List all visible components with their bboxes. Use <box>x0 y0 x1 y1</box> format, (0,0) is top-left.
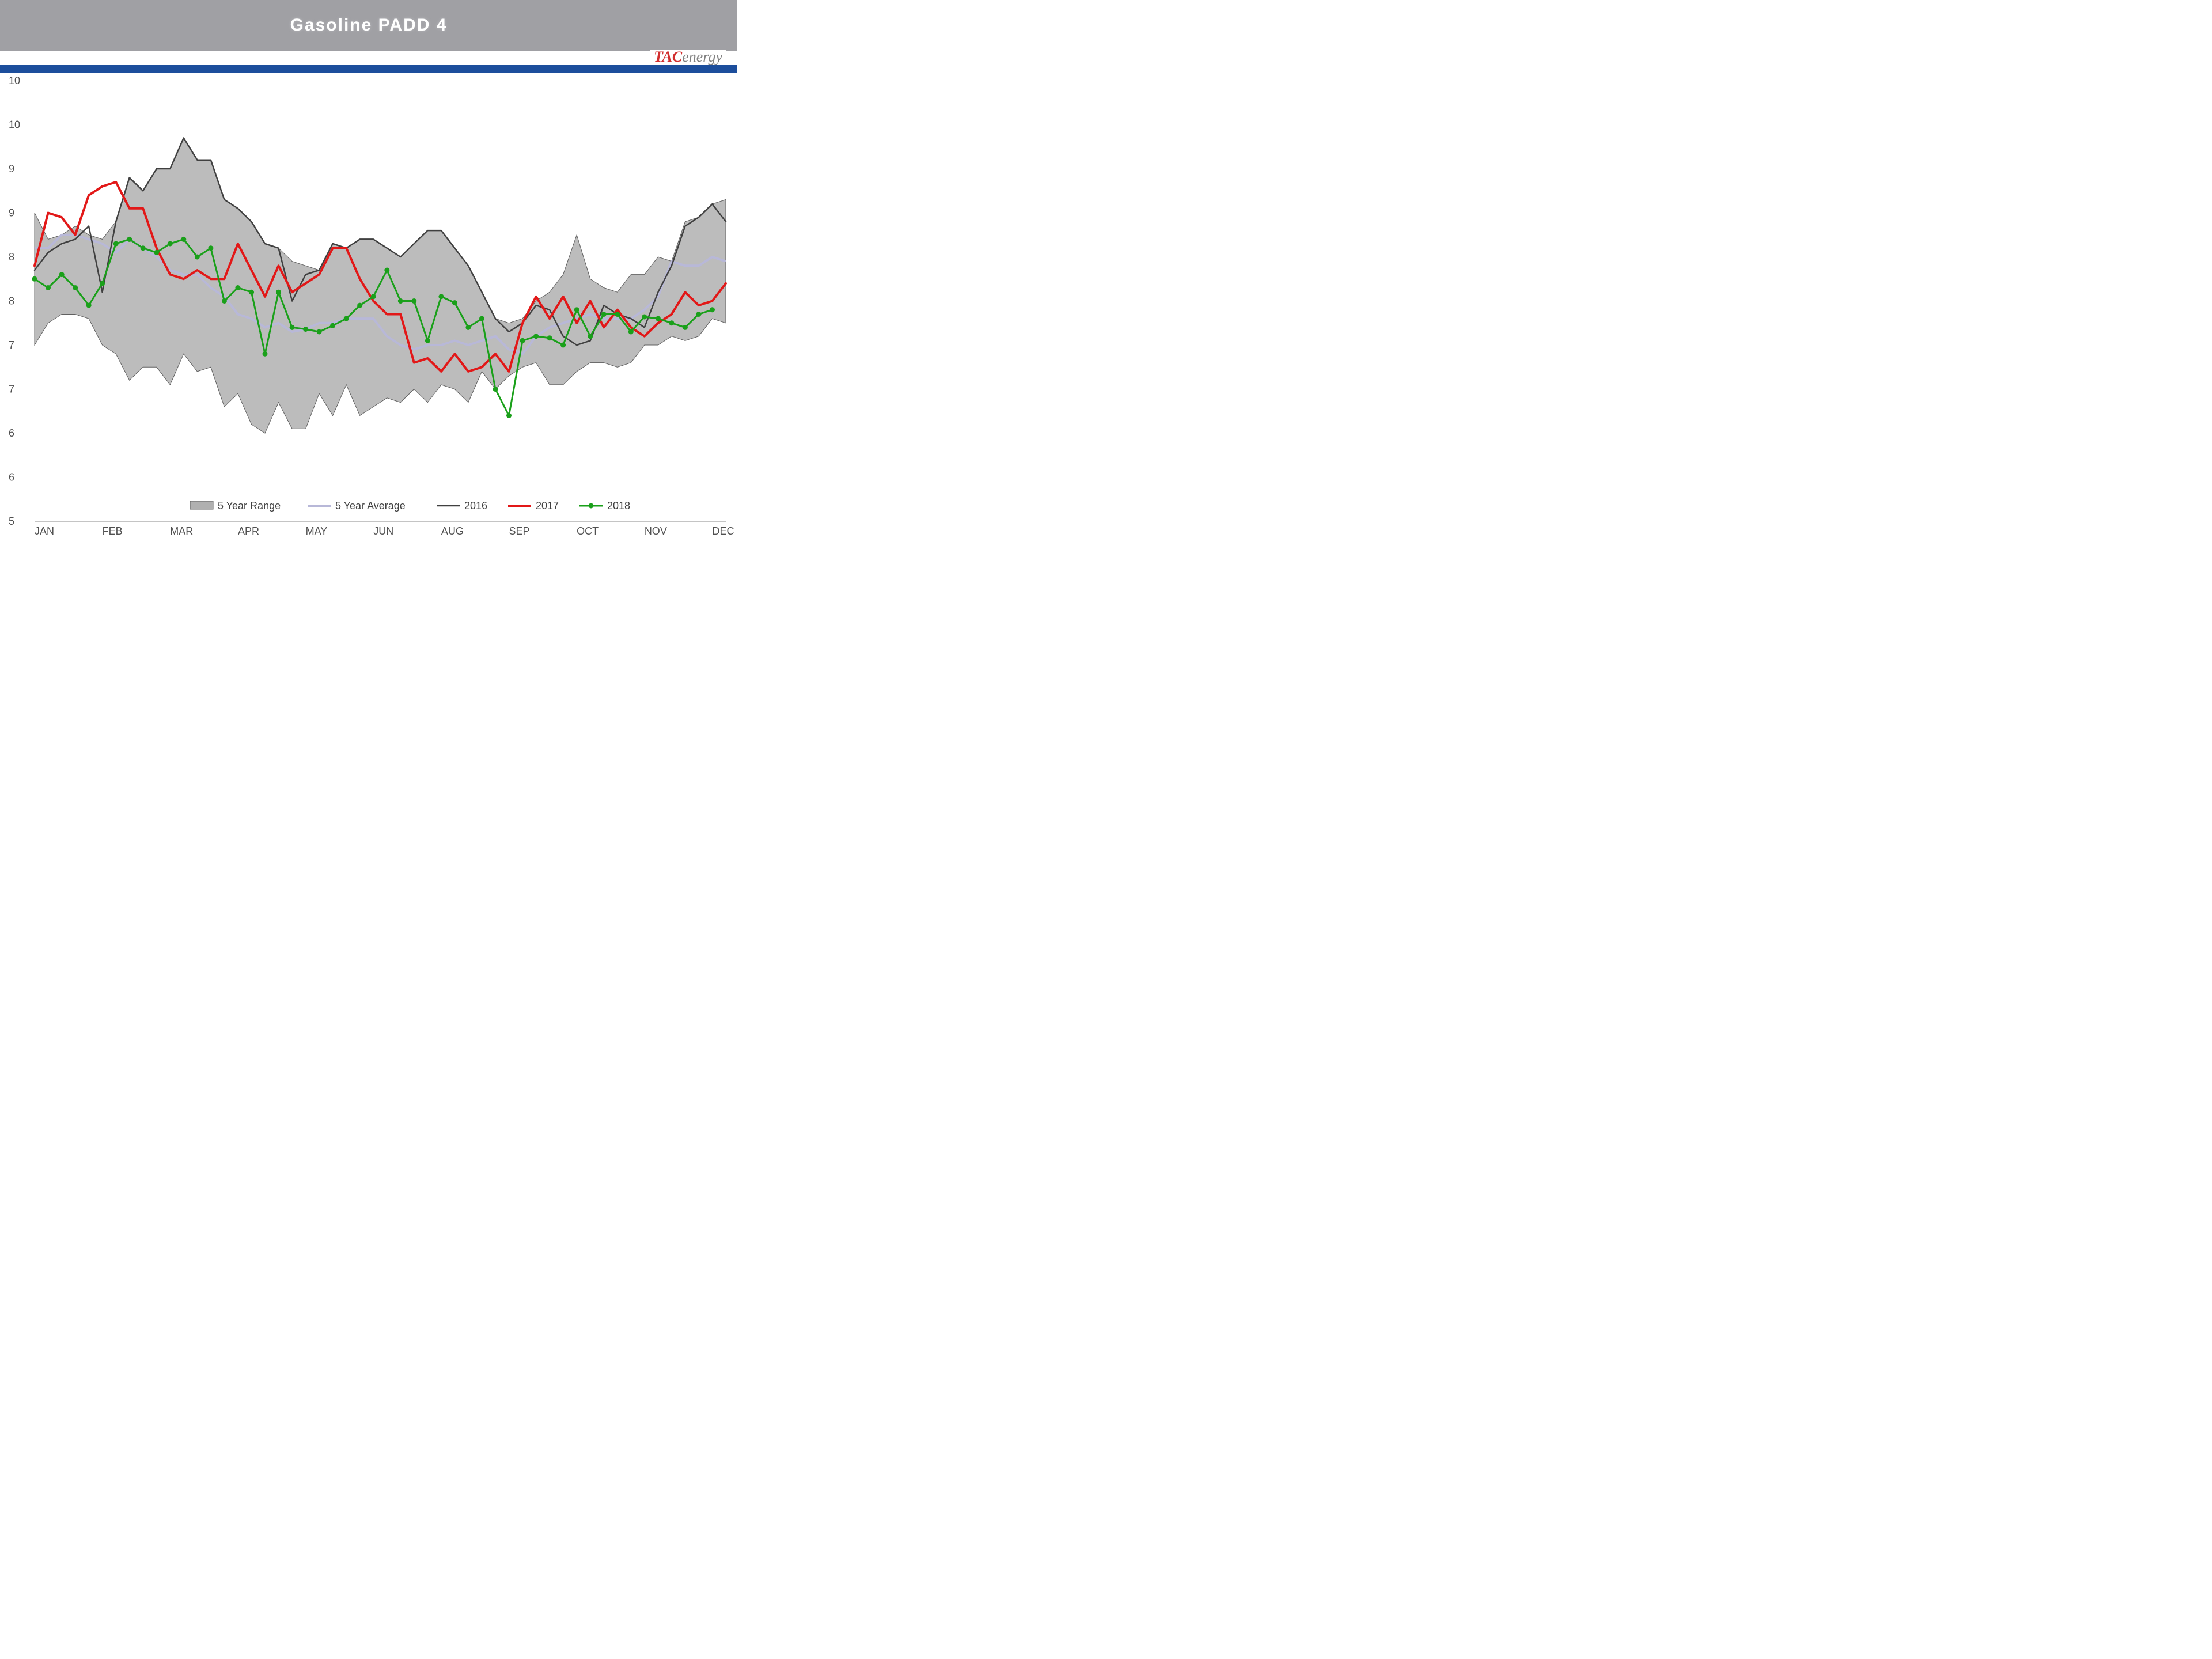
y-tick-label: 7 <box>9 384 14 395</box>
series-2018-marker <box>263 351 268 357</box>
y-tick-label: 7 <box>9 339 14 351</box>
legend-range-label: 5 Year Range <box>218 500 281 512</box>
series-2018-marker <box>588 334 593 339</box>
series-2018-marker <box>506 413 512 418</box>
y-tick-label: 9 <box>9 207 14 219</box>
series-2018-marker <box>438 294 444 299</box>
five-year-range-area <box>35 138 726 434</box>
x-tick-label: NOV <box>645 525 667 537</box>
line-chart: 5 6 6 7 7 8 8 9 9 10 10 JAN FEB MAR APR MAY JUN AUG SEP OCT… <box>0 0 737 553</box>
series-2018-marker <box>303 327 308 332</box>
legend-2018-marker <box>589 503 594 509</box>
series-2018-marker <box>411 298 416 304</box>
series-2018-marker <box>73 285 78 290</box>
x-tick-label: DEC <box>712 525 734 537</box>
x-tick-label: JAN <box>35 525 54 537</box>
series-2018-marker <box>642 315 647 320</box>
series-2018-marker <box>710 307 715 312</box>
y-tick-label: 8 <box>9 251 14 263</box>
series-2018-marker <box>465 325 471 330</box>
series-2018-marker <box>168 241 173 247</box>
y-tick-label: 6 <box>9 427 14 439</box>
chart-title-bar: Gasoline PADD 4 <box>0 0 737 51</box>
series-2018-marker <box>32 276 37 282</box>
series-2018-marker <box>601 312 607 317</box>
series-2018-marker <box>290 325 295 330</box>
series-2018-marker <box>357 303 362 308</box>
series-2018-marker <box>560 343 566 348</box>
series-2018-marker <box>276 290 281 295</box>
series-2018-marker <box>181 237 186 242</box>
series-2018-marker <box>479 316 484 321</box>
series-2018-marker <box>154 250 159 255</box>
y-tick-label: 5 <box>9 516 14 527</box>
series-2018-marker <box>317 329 322 335</box>
series-2018-marker <box>249 290 254 295</box>
series-2018-marker <box>208 245 213 251</box>
series-2018-marker <box>141 245 146 251</box>
series-2018-marker <box>195 255 200 260</box>
series-2018-marker <box>100 281 105 286</box>
series-2018-marker <box>493 387 498 392</box>
series-2018-marker <box>86 303 92 308</box>
x-tick-label: AUG <box>441 525 464 537</box>
series-2018-marker <box>59 272 65 277</box>
series-2018-marker <box>574 307 579 312</box>
x-tick-label: MAR <box>170 525 193 537</box>
series-2018-marker <box>222 298 227 304</box>
series-2018-marker <box>344 316 349 321</box>
blue-divider <box>0 65 737 73</box>
series-2018-marker <box>127 237 132 242</box>
y-tick-label: 10 <box>9 75 20 86</box>
y-tick-label: 10 <box>9 119 20 131</box>
y-tick-label: 6 <box>9 472 14 483</box>
x-tick-label: JUN <box>373 525 393 537</box>
legend-avg-label: 5 Year Average <box>335 500 406 512</box>
series-2018-marker <box>669 320 674 325</box>
series-2018-marker <box>384 268 389 273</box>
series-2018-marker <box>628 329 634 335</box>
series-2018-marker <box>547 335 552 340</box>
y-tick-label: 9 <box>9 163 14 175</box>
series-2018-marker <box>46 285 51 290</box>
logo-right: energy <box>682 48 722 65</box>
series-2018-marker <box>371 294 376 299</box>
series-2018-marker <box>615 312 620 317</box>
x-tick-label: MAY <box>306 525 328 537</box>
y-tick-label: 8 <box>9 296 14 307</box>
series-2018-marker <box>656 316 661 321</box>
series-2018-marker <box>452 300 457 305</box>
legend-2016-label: 2016 <box>464 500 487 512</box>
legend-2018-label: 2018 <box>607 500 630 512</box>
series-2018-marker <box>330 323 335 328</box>
legend: 5 Year Range 5 Year Average 2016 2017 2018 <box>190 500 630 512</box>
series-2018-marker <box>520 338 525 343</box>
series-2018-marker <box>683 325 688 330</box>
series-2018-marker <box>425 338 430 343</box>
series-2018-marker <box>113 241 119 247</box>
series-2018-marker <box>533 334 539 339</box>
legend-range-swatch <box>190 501 213 509</box>
series-2018-marker <box>696 312 701 317</box>
series-2018-marker <box>235 285 240 290</box>
series-2018-marker <box>398 298 403 304</box>
x-tick-label: APR <box>238 525 259 537</box>
logo-left: TAC <box>654 48 682 65</box>
legend-2017-label: 2017 <box>536 500 559 512</box>
x-tick-label: FEB <box>103 525 123 537</box>
x-tick-label: SEP <box>509 525 530 537</box>
brand-logo: TACenergy <box>650 50 726 65</box>
x-tick-label: OCT <box>577 525 599 537</box>
